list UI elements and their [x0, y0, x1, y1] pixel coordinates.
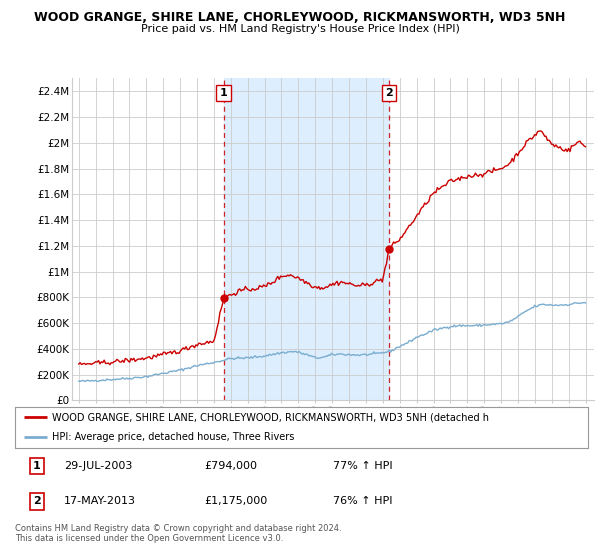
- Text: Price paid vs. HM Land Registry's House Price Index (HPI): Price paid vs. HM Land Registry's House …: [140, 24, 460, 34]
- Text: £794,000: £794,000: [204, 461, 257, 471]
- Text: 17-MAY-2013: 17-MAY-2013: [64, 497, 136, 506]
- Text: HPI: Average price, detached house, Three Rivers: HPI: Average price, detached house, Thre…: [52, 432, 295, 441]
- Text: 29-JUL-2003: 29-JUL-2003: [64, 461, 132, 471]
- Text: 77% ↑ HPI: 77% ↑ HPI: [333, 461, 392, 471]
- Bar: [224, 78, 389, 400]
- Text: Contains HM Land Registry data © Crown copyright and database right 2024.
This d: Contains HM Land Registry data © Crown c…: [15, 524, 341, 543]
- Text: WOOD GRANGE, SHIRE LANE, CHORLEYWOOD, RICKMANSWORTH, WD3 5NH (detached h: WOOD GRANGE, SHIRE LANE, CHORLEYWOOD, RI…: [52, 412, 489, 422]
- Text: 2: 2: [33, 497, 41, 506]
- Text: 1: 1: [220, 88, 227, 98]
- Text: WOOD GRANGE, SHIRE LANE, CHORLEYWOOD, RICKMANSWORTH, WD3 5NH: WOOD GRANGE, SHIRE LANE, CHORLEYWOOD, RI…: [34, 11, 566, 24]
- Text: 1: 1: [33, 461, 41, 471]
- Text: 76% ↑ HPI: 76% ↑ HPI: [333, 497, 392, 506]
- Text: 2: 2: [385, 88, 393, 98]
- Text: £1,175,000: £1,175,000: [204, 497, 268, 506]
